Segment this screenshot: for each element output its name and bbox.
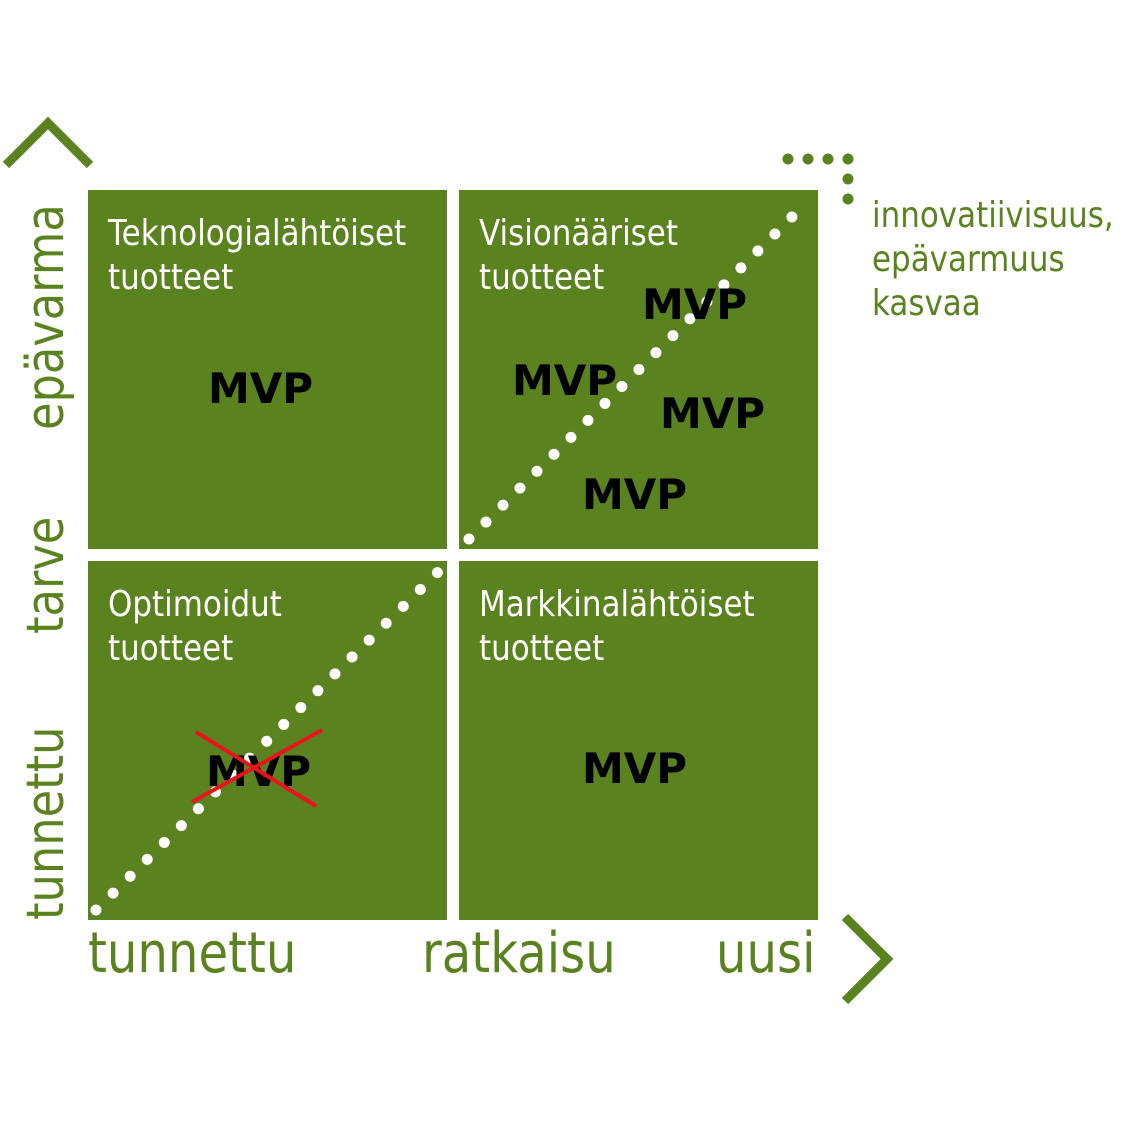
x-axis-label-right: uusi xyxy=(716,921,816,986)
y-axis-label-bottom: tunnettu xyxy=(16,726,76,921)
cross-mark-icon xyxy=(194,730,318,808)
cross-mark-icon xyxy=(191,728,323,804)
title-line: Markkinalähtöiset xyxy=(479,584,755,625)
annotation-line: kasvaa xyxy=(872,283,981,324)
title-line: tuotteet xyxy=(108,628,234,669)
x-axis-label-center: ratkaisu xyxy=(422,921,616,986)
arrow-right-icon xyxy=(841,913,894,1005)
annotation-line: innovatiivisuus, xyxy=(872,195,1114,236)
quadrant-title: Visionääriset tuotteet xyxy=(479,212,678,300)
title-line: Optimoidut xyxy=(108,584,282,625)
mvp-label: MVP xyxy=(582,744,688,793)
annotation-line: epävarmuus xyxy=(872,239,1065,280)
mvp-label: MVP xyxy=(512,356,618,405)
quadrant-title: Teknologialähtöiset tuotteet xyxy=(108,212,406,300)
quadrant-title: Optimoidut tuotteet xyxy=(108,583,282,671)
title-line: tuotteet xyxy=(108,257,234,298)
quadrant-title: Markkinalähtöiset tuotteet xyxy=(479,583,755,671)
mvp-label: MVP xyxy=(208,364,314,413)
y-axis-label-top: epävarma xyxy=(16,204,76,430)
dotted-diagonal-visionary xyxy=(463,195,814,545)
mvp-label: MVP xyxy=(642,280,748,329)
innovation-annotation: innovatiivisuus, epävarmuus kasvaa xyxy=(872,194,1114,326)
mvp-label: MVP xyxy=(582,470,688,519)
title-line: Visionääriset xyxy=(479,213,678,254)
y-axis-label-center: tarve xyxy=(16,516,76,634)
x-axis-label-left: tunnettu xyxy=(88,921,297,986)
mvp-label: MVP xyxy=(660,389,766,438)
quadrant-market-driven: Markkinalähtöiset tuotteet xyxy=(459,561,818,920)
title-line: Teknologialähtöiset xyxy=(108,213,407,254)
arrow-up-icon xyxy=(2,116,94,169)
quadrant-technology-driven: Teknologialähtöiset tuotteet xyxy=(88,190,447,549)
dotted-corner-connector xyxy=(782,153,854,225)
dotted-diagonal-optimized xyxy=(90,566,444,916)
title-line: tuotteet xyxy=(479,257,605,298)
title-line: tuotteet xyxy=(479,628,605,669)
